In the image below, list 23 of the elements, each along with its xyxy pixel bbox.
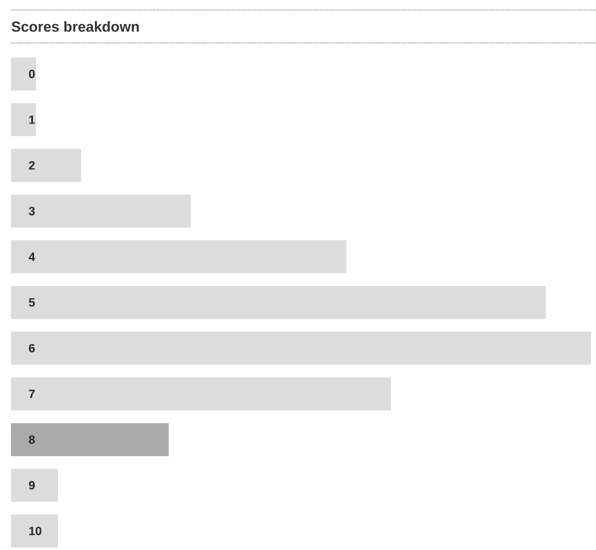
bar — [11, 332, 592, 365]
bar — [11, 468, 58, 502]
bar — [11, 57, 36, 90]
y-tick-label: 8 — [28, 435, 35, 444]
chart-title: Scores breakdown — [12, 21, 139, 32]
y-tick-label: 2 — [28, 161, 35, 170]
y-tick-label: 6 — [28, 344, 35, 352]
bar — [11, 240, 346, 274]
y-tick-label: 10 — [29, 526, 42, 536]
y-tick-label: 3 — [28, 206, 35, 216]
bar — [11, 148, 82, 182]
bar — [11, 103, 36, 136]
bar — [11, 194, 191, 228]
bar — [11, 423, 169, 456]
y-tick-label: 9 — [28, 481, 35, 490]
y-tick-label: 5 — [28, 298, 35, 307]
bar — [11, 514, 58, 548]
y-tick-label: 1 — [29, 116, 35, 124]
y-tick-label: 0 — [29, 70, 35, 78]
bar — [11, 377, 391, 410]
y-tick-label: 7 — [29, 390, 35, 398]
bar — [11, 286, 546, 319]
y-tick-label: 4 — [28, 252, 36, 261]
